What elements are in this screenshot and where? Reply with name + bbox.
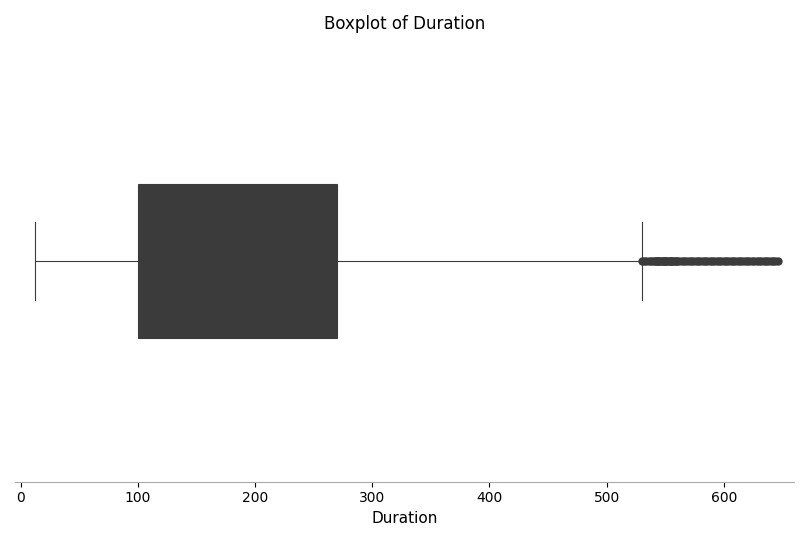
Title: Boxplot of Duration: Boxplot of Duration — [324, 15, 485, 33]
PathPatch shape — [138, 183, 337, 338]
X-axis label: Duration: Duration — [371, 511, 438, 526]
